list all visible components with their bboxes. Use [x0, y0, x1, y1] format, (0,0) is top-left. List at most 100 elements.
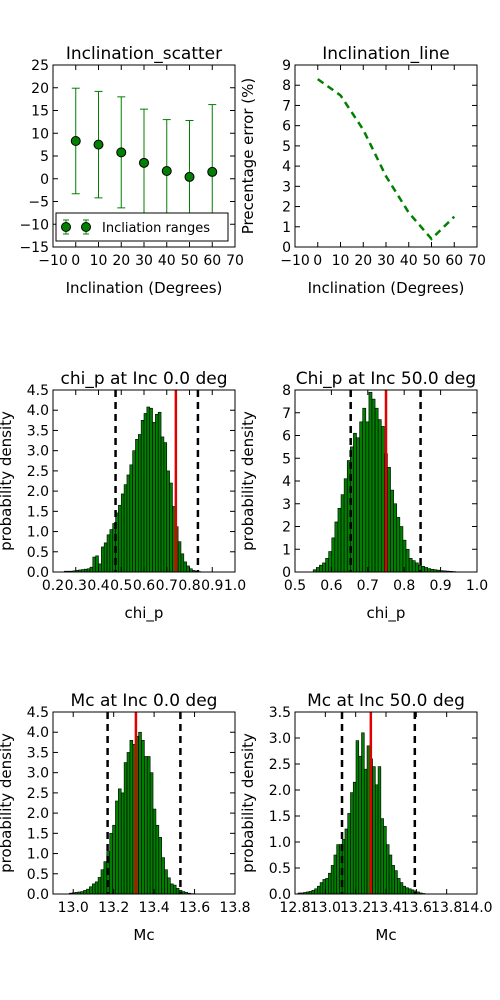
x-tick-label: 13.2	[98, 900, 129, 916]
x-tick-label: 20	[112, 253, 130, 269]
chart-title: Inclination_line	[322, 44, 450, 64]
x-tick-label: 0.9	[429, 578, 451, 594]
series-line	[317, 78, 456, 241]
y-tick-label: 0	[282, 565, 291, 581]
x-tick-label: 13.8	[219, 900, 250, 916]
x-axis-label: Mc	[133, 926, 154, 944]
x-tick-label: 13.8	[431, 900, 462, 916]
histogram-bar	[166, 470, 170, 573]
y-tick-label: 0.0	[269, 887, 291, 903]
histogram-bar	[161, 857, 165, 895]
y-tick-label: 7	[282, 406, 291, 422]
histogram-bar	[340, 494, 345, 573]
chart-title: Inclination_scatter	[66, 44, 222, 64]
x-tick-label: 0.2	[42, 578, 64, 594]
histogram-bar	[371, 398, 376, 573]
histogram-bar	[103, 861, 108, 895]
x-tick-label: 13.4	[139, 900, 170, 916]
histogram-bar	[155, 824, 160, 895]
y-tick-label: 7	[282, 98, 291, 114]
y-tick-label: 3.0	[269, 731, 291, 747]
y-tick-label: 2.5	[27, 786, 49, 802]
histogram-bar	[421, 566, 425, 573]
y-axis-label: probability density	[239, 411, 257, 551]
x-tick-label: 0.4	[87, 578, 109, 594]
histogram-bar	[408, 888, 412, 895]
histogram-bar	[424, 567, 428, 573]
y-tick-label: 3.0	[27, 444, 49, 460]
histogram-bar	[352, 781, 357, 895]
x-tick-label: 10	[90, 253, 108, 269]
x-tick-label: 70	[468, 253, 486, 269]
histogram-bar	[333, 854, 337, 895]
y-tick-label: 2.0	[269, 783, 291, 799]
histogram-bar	[388, 854, 393, 895]
histogram-bar	[386, 844, 390, 895]
histogram-bar	[410, 889, 415, 895]
x-axis-label: Mc	[375, 926, 396, 944]
x-tick-label: 13.6	[179, 900, 210, 916]
histogram-bar	[101, 546, 105, 573]
y-tick-label: −15	[19, 240, 49, 256]
legend-label: Incliation ranges	[102, 221, 210, 236]
x-tick-label: −10	[38, 253, 68, 269]
histogram-bar	[353, 432, 357, 573]
histogram-bar	[380, 426, 385, 573]
y-tick-label: 4.5	[27, 705, 49, 721]
x-tick-label: −10	[280, 253, 310, 269]
y-tick-label: 2	[282, 200, 291, 216]
y-tick-label: 0.0	[27, 565, 49, 581]
legend-marker	[81, 222, 91, 232]
histogram-bar	[343, 478, 348, 573]
y-tick-label: 3	[282, 497, 291, 513]
histogram-bar	[350, 792, 354, 895]
subplot-4: 0.5 0.6 0.7 0.8 0.9 1.0 0 1 2 3 4 5 6 7 8 Chi_p at Inc …	[239, 369, 488, 623]
histogram-bar	[344, 828, 349, 895]
histogram-bar	[149, 407, 153, 573]
y-tick-label: 2.5	[269, 757, 291, 773]
y-tick-label: 6	[282, 119, 291, 135]
y-tick-label: 4.0	[27, 403, 49, 419]
histogram-bar	[331, 537, 336, 573]
x-tick-label: 13.0	[58, 900, 89, 916]
histogram-bar	[365, 421, 370, 573]
x-tick-label: 0.6	[320, 578, 342, 594]
y-tick-label: 6	[282, 429, 291, 445]
y-tick-label: 1.5	[269, 809, 291, 825]
y-tick-label: 3	[282, 179, 291, 195]
x-tick-label: 13.2	[340, 900, 371, 916]
x-tick-label: 30	[377, 253, 395, 269]
histogram-bar	[358, 755, 362, 895]
histogram-bar	[149, 772, 154, 895]
histogram-bar	[109, 833, 113, 895]
y-tick-label: 1.5	[27, 504, 49, 520]
data-point	[70, 135, 81, 146]
chart-title: Mc at Inc 50.0 deg	[307, 691, 465, 711]
subplot-2: −10 0 10 20 30 40 50 60 700123456789Inclination_…	[239, 44, 486, 297]
y-tick-label: 1	[282, 220, 291, 236]
x-tick-label: 0	[313, 253, 322, 269]
histogram-bar	[361, 732, 365, 895]
y-tick-label: 4.5	[27, 383, 49, 399]
histogram-bar	[375, 784, 379, 895]
x-tick-label: 1.0	[224, 578, 246, 594]
legend: Incliation ranges	[55, 212, 229, 242]
histogram-bar	[143, 413, 148, 573]
y-tick-label: 1	[282, 542, 291, 558]
y-tick-label: 1.0	[269, 835, 291, 851]
histogram-bar	[180, 553, 185, 573]
y-tick-label: 0.5	[27, 867, 49, 883]
histogram-bar	[387, 467, 391, 573]
histogram-bar	[391, 865, 395, 895]
histogram-bar	[160, 436, 165, 573]
histogram-bar	[163, 442, 168, 573]
histogram-bar	[315, 567, 320, 573]
x-tick-label: 13.6	[401, 900, 432, 916]
x-tick-label: 70	[226, 253, 244, 269]
histogram-bar	[322, 562, 326, 573]
y-tick-label: 3.5	[27, 745, 49, 761]
histogram-bar	[427, 568, 432, 573]
legend-marker	[61, 222, 71, 232]
y-tick-label: 9	[282, 58, 291, 74]
